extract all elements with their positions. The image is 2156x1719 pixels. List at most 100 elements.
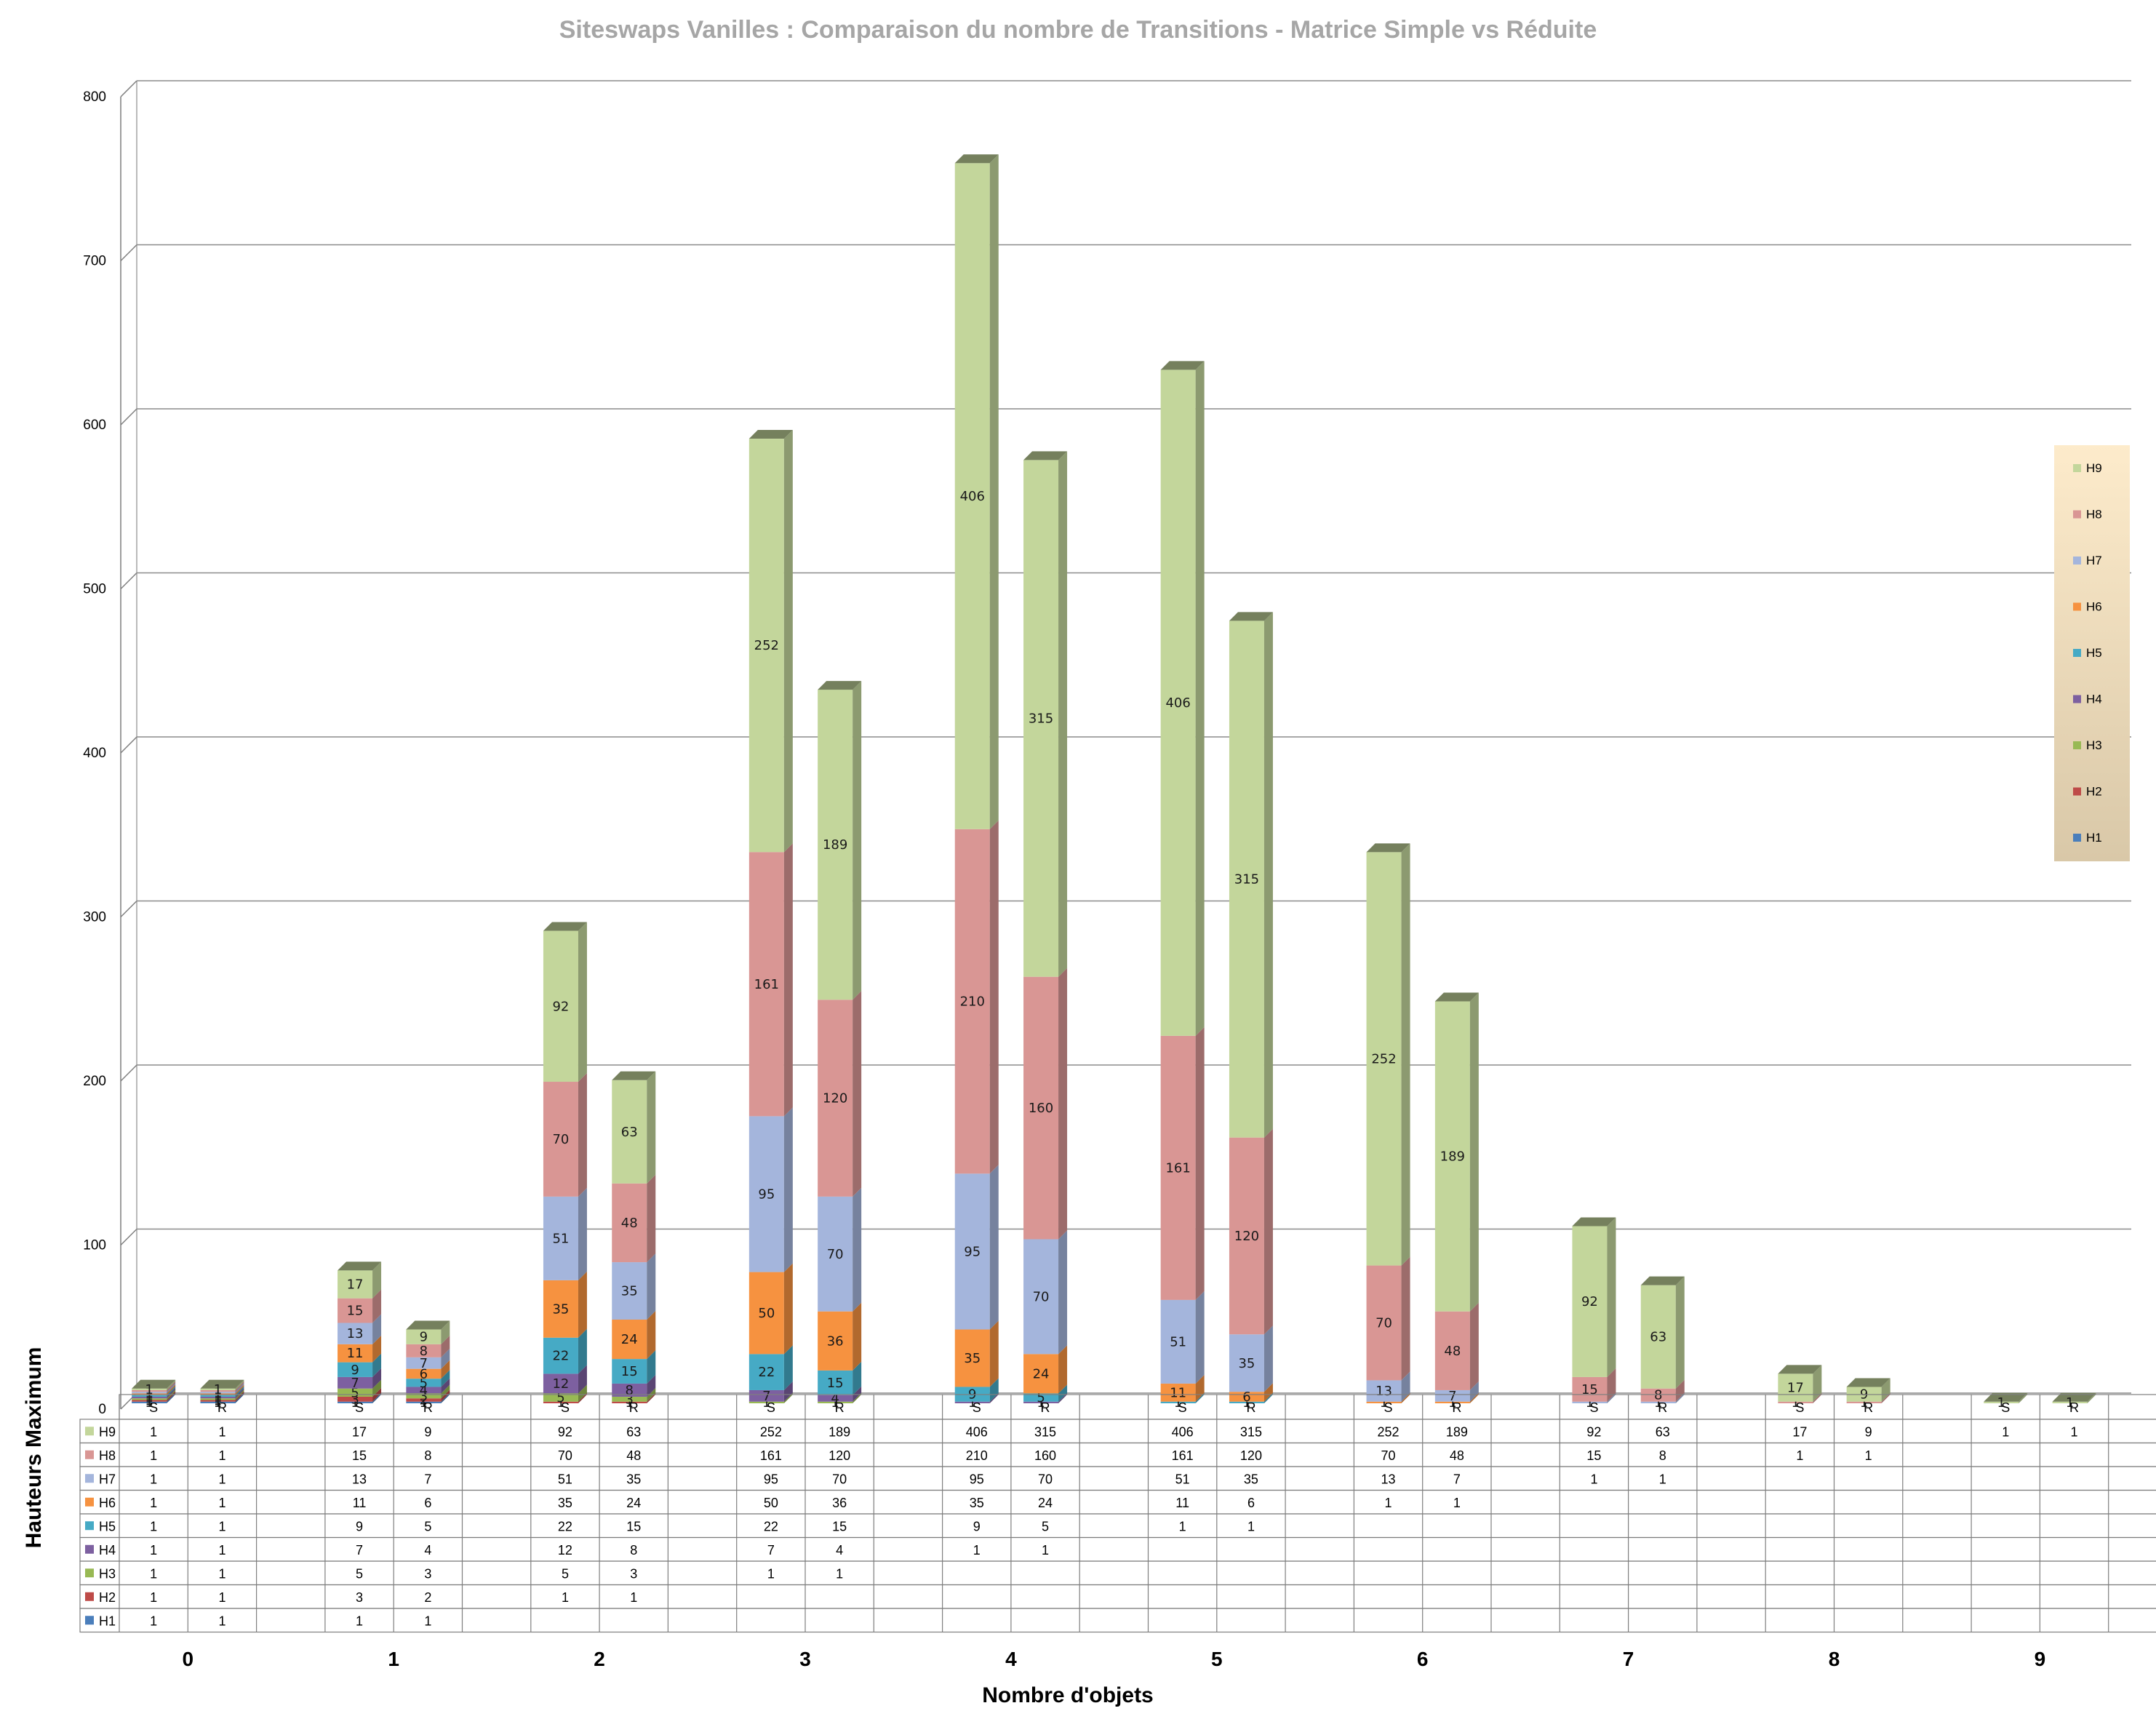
bar-segment-h4: 1 <box>954 1392 999 1411</box>
bar-front <box>1434 1001 1470 1312</box>
bar-front <box>748 1116 784 1272</box>
table-cell: 7 <box>1453 1472 1461 1486</box>
bar-side <box>235 1379 244 1390</box>
bar-segment-h9: 63 <box>612 1071 656 1184</box>
table-cell: 35 <box>970 1496 984 1510</box>
data-label: 48 <box>1444 1344 1461 1359</box>
bar-segment-h5: 15 <box>818 1361 862 1395</box>
bar-top <box>612 1071 656 1080</box>
bar-side <box>1058 1230 1068 1355</box>
table-cell: 51 <box>1175 1472 1190 1486</box>
table-cell: 48 <box>1450 1448 1464 1463</box>
data-label: 17 <box>347 1277 364 1293</box>
bar-top <box>406 1320 450 1330</box>
table-subcategory-label: S <box>1795 1400 1804 1415</box>
table-cell: 1 <box>150 1448 157 1463</box>
data-label: 17 <box>1787 1381 1804 1396</box>
x-group-label: 6 <box>1417 1648 1429 1670</box>
bar-front <box>200 1389 236 1392</box>
data-label: 92 <box>1581 1294 1598 1309</box>
table-cell: 70 <box>558 1448 572 1463</box>
data-label: 1 <box>214 1394 222 1409</box>
table-row-swatch <box>85 1616 94 1625</box>
data-label: 252 <box>754 638 779 653</box>
data-label: 9 <box>351 1363 359 1378</box>
data-label: 1 <box>1037 1395 1045 1411</box>
table-cell: 7 <box>767 1543 775 1558</box>
table-cell: 35 <box>1244 1472 1258 1486</box>
legend-entry: H4 <box>2086 693 2102 706</box>
data-label: 1 <box>214 1382 222 1397</box>
bar-front <box>954 163 990 829</box>
table-cell: 70 <box>832 1472 847 1486</box>
bar-front <box>818 1370 853 1395</box>
bar-segment-h2: 1 <box>132 1391 176 1409</box>
bar-side <box>167 1391 176 1402</box>
bar-top <box>1572 1217 1616 1227</box>
bar-top <box>200 1379 244 1389</box>
bar-segment-h1: 1 <box>132 1392 176 1411</box>
data-label: 15 <box>827 1376 844 1391</box>
bar-segment-h7: 35 <box>612 1253 656 1320</box>
y-axis-title: Hauteurs Maximum <box>22 1347 46 1549</box>
data-label: 406 <box>1165 695 1190 711</box>
bar-front <box>132 1396 167 1399</box>
table-cell: 1 <box>218 1448 225 1463</box>
y-axis: 0 100 200 300 400 500 600 700 800 <box>83 89 121 1417</box>
bar-segment-h8: 160 <box>1023 968 1068 1240</box>
x-group-label: 2 <box>594 1648 605 1670</box>
table-cell: 92 <box>558 1424 572 1439</box>
bar-front <box>132 1400 167 1402</box>
data-label: 63 <box>1650 1330 1666 1345</box>
bar-side <box>372 1379 382 1397</box>
table-cell: 1 <box>973 1543 981 1558</box>
bar-front <box>2052 1401 2088 1403</box>
data-label: 12 <box>552 1376 569 1392</box>
bar-segment-h6: 24 <box>1023 1345 1068 1394</box>
table-cell: 6 <box>424 1496 431 1510</box>
bar-side <box>989 154 999 829</box>
data-label: 1 <box>214 1389 222 1404</box>
data-label: 1 <box>1448 1395 1456 1411</box>
data-label: 70 <box>552 1132 569 1147</box>
bar-side <box>989 1165 999 1330</box>
bar-segment-h7: 35 <box>1229 1325 1273 1392</box>
table-cell: 36 <box>832 1496 847 1510</box>
data-label: 95 <box>758 1186 775 1202</box>
data-label: 161 <box>1165 1160 1190 1176</box>
bar-side <box>578 1328 587 1374</box>
data-label: 1 <box>214 1384 222 1399</box>
gridline-depth <box>120 1228 137 1246</box>
data-label: 4 <box>420 1383 428 1398</box>
table-cell: 1 <box>562 1590 569 1605</box>
table-subcategory-label: R <box>835 1400 845 1415</box>
chart-title: Siteswaps Vanilles : Comparaison du nomb… <box>559 16 1597 44</box>
data-label: 13 <box>1376 1384 1392 1399</box>
data-label: 5 <box>351 1385 359 1400</box>
bar-segment-h9: 9 <box>406 1320 450 1345</box>
bar-segment-h9: 1 <box>132 1379 176 1397</box>
table-cell: 1 <box>424 1614 431 1628</box>
bar-segment-h9: 252 <box>1366 843 1410 1266</box>
y-tick-label: 300 <box>83 910 106 925</box>
table-row-swatch <box>85 1544 94 1554</box>
table-cell: 15 <box>352 1448 367 1463</box>
table-row-label: H4 <box>99 1543 116 1558</box>
bar-front <box>818 1401 853 1403</box>
gridline-depth <box>120 736 137 754</box>
data-label: 160 <box>1029 1101 1053 1116</box>
bars: 1111111111111111111357911131517123456789… <box>132 154 2096 1411</box>
table-cell: 35 <box>626 1472 641 1486</box>
data-label: 1 <box>351 1395 359 1411</box>
table-cell: 24 <box>626 1496 641 1510</box>
legend-swatch <box>2073 649 2081 657</box>
bar-side <box>441 1348 450 1369</box>
bar-segment-h9: 92 <box>1572 1217 1616 1377</box>
table-subcategory-label: S <box>973 1400 981 1415</box>
bar-front <box>1778 1373 1813 1402</box>
y-tick-label: 200 <box>83 1074 106 1089</box>
table-cell: 22 <box>764 1519 778 1533</box>
bar-side <box>441 1320 450 1344</box>
data-label: 7 <box>762 1389 770 1404</box>
